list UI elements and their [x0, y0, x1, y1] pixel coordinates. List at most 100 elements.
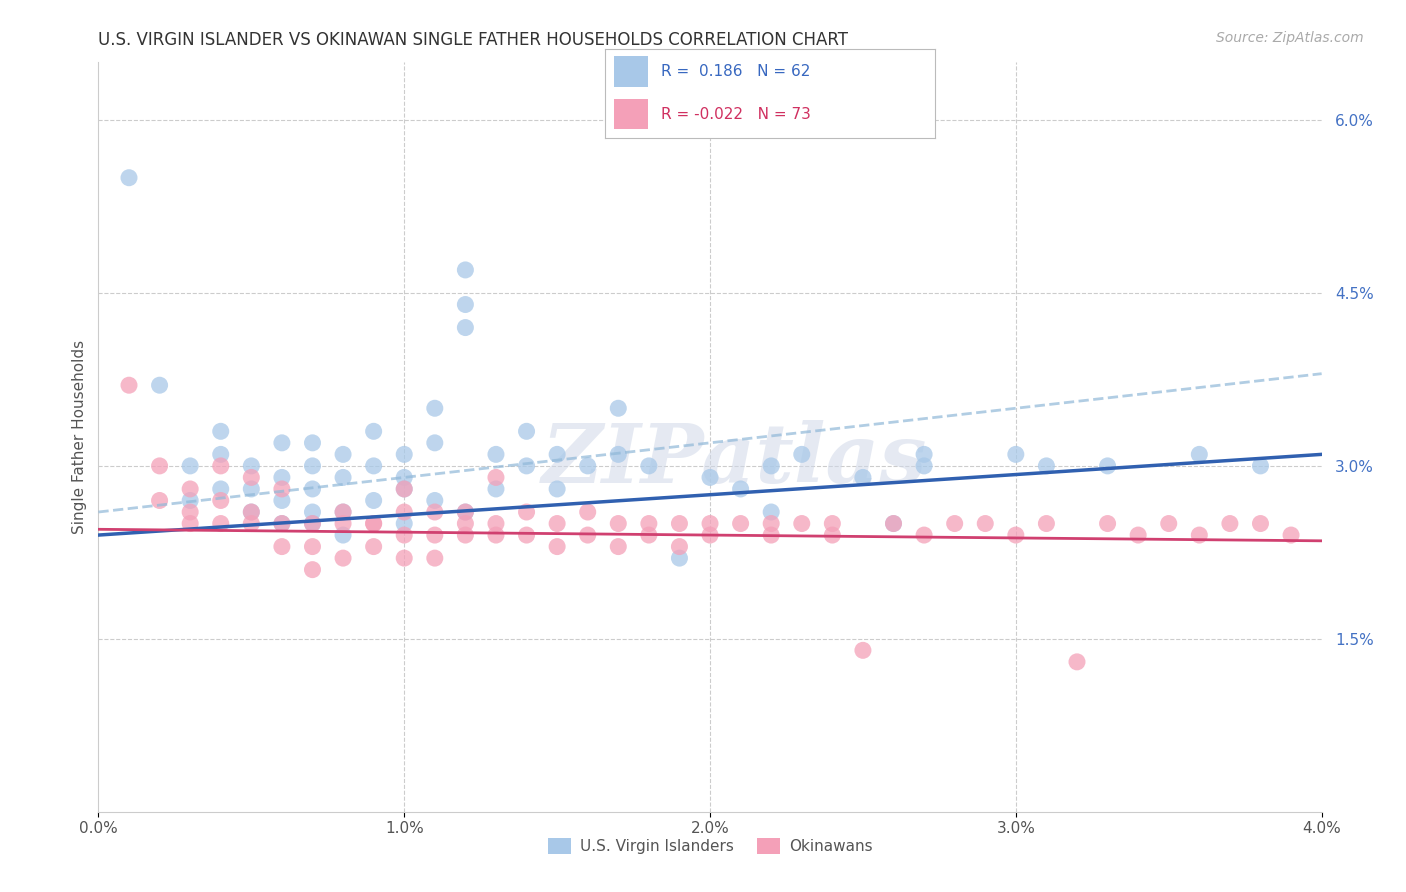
- Point: [270, 435, 294, 450]
- Point: [332, 528, 354, 542]
- Point: [516, 528, 538, 542]
- Point: [1249, 516, 1271, 531]
- Legend: U.S. Virgin Islanders, Okinawans: U.S. Virgin Islanders, Okinawans: [541, 832, 879, 860]
- Point: [485, 482, 508, 496]
- Point: [209, 482, 232, 496]
- Point: [392, 516, 416, 531]
- Point: [179, 505, 201, 519]
- Point: [1188, 447, 1211, 461]
- Point: [301, 516, 323, 531]
- FancyBboxPatch shape: [614, 56, 648, 87]
- Point: [607, 540, 630, 554]
- Point: [546, 447, 568, 461]
- Point: [1004, 528, 1026, 542]
- Point: [912, 458, 935, 473]
- Point: [943, 516, 966, 531]
- Point: [759, 505, 782, 519]
- Point: [149, 493, 172, 508]
- Point: [454, 320, 477, 334]
- Point: [363, 458, 385, 473]
- FancyBboxPatch shape: [614, 99, 648, 129]
- Point: [209, 425, 232, 439]
- Point: [270, 540, 294, 554]
- Point: [423, 551, 446, 566]
- Point: [730, 482, 752, 496]
- Point: [607, 447, 630, 461]
- Point: [516, 505, 538, 519]
- Point: [179, 493, 201, 508]
- Point: [699, 470, 721, 484]
- Point: [1035, 516, 1057, 531]
- Point: [790, 516, 813, 531]
- Point: [485, 447, 508, 461]
- Point: [576, 528, 599, 542]
- Point: [209, 516, 232, 531]
- Point: [118, 378, 141, 392]
- Point: [637, 516, 661, 531]
- Point: [668, 540, 690, 554]
- Point: [1097, 516, 1119, 531]
- Point: [668, 551, 690, 566]
- Point: [301, 458, 323, 473]
- Point: [301, 505, 323, 519]
- Point: [332, 551, 354, 566]
- Point: [392, 528, 416, 542]
- Point: [516, 458, 538, 473]
- Point: [270, 516, 294, 531]
- Point: [1128, 528, 1150, 542]
- Point: [1035, 458, 1057, 473]
- Point: [485, 470, 508, 484]
- Point: [1219, 516, 1241, 531]
- Point: [1066, 655, 1088, 669]
- Point: [668, 516, 690, 531]
- Point: [363, 540, 385, 554]
- Point: [332, 505, 354, 519]
- Point: [883, 516, 905, 531]
- Point: [454, 528, 477, 542]
- Point: [699, 528, 721, 542]
- Point: [270, 516, 294, 531]
- Point: [392, 482, 416, 496]
- Point: [149, 458, 172, 473]
- Point: [240, 505, 263, 519]
- Point: [392, 447, 416, 461]
- Point: [179, 458, 201, 473]
- Point: [423, 401, 446, 416]
- Point: [179, 516, 201, 531]
- Point: [821, 516, 844, 531]
- Point: [270, 470, 294, 484]
- Point: [485, 528, 508, 542]
- Text: U.S. VIRGIN ISLANDER VS OKINAWAN SINGLE FATHER HOUSEHOLDS CORRELATION CHART: U.S. VIRGIN ISLANDER VS OKINAWAN SINGLE …: [98, 31, 848, 49]
- Point: [454, 297, 477, 311]
- Point: [332, 505, 354, 519]
- Point: [546, 516, 568, 531]
- Point: [607, 401, 630, 416]
- Point: [546, 482, 568, 496]
- Point: [454, 505, 477, 519]
- Point: [730, 516, 752, 531]
- Text: ZIPatlas: ZIPatlas: [541, 419, 927, 500]
- Point: [363, 493, 385, 508]
- Text: Source: ZipAtlas.com: Source: ZipAtlas.com: [1216, 31, 1364, 45]
- Point: [363, 516, 385, 531]
- Point: [301, 482, 323, 496]
- Point: [423, 493, 446, 508]
- Point: [423, 528, 446, 542]
- Point: [759, 528, 782, 542]
- Point: [607, 516, 630, 531]
- Point: [240, 505, 263, 519]
- Point: [1157, 516, 1180, 531]
- Point: [179, 482, 201, 496]
- Point: [209, 458, 232, 473]
- Point: [332, 470, 354, 484]
- Point: [301, 435, 323, 450]
- Point: [240, 470, 263, 484]
- Point: [637, 528, 661, 542]
- Point: [149, 378, 172, 392]
- Point: [423, 505, 446, 519]
- Point: [392, 470, 416, 484]
- Point: [392, 551, 416, 566]
- Point: [454, 516, 477, 531]
- Point: [332, 447, 354, 461]
- Point: [821, 528, 844, 542]
